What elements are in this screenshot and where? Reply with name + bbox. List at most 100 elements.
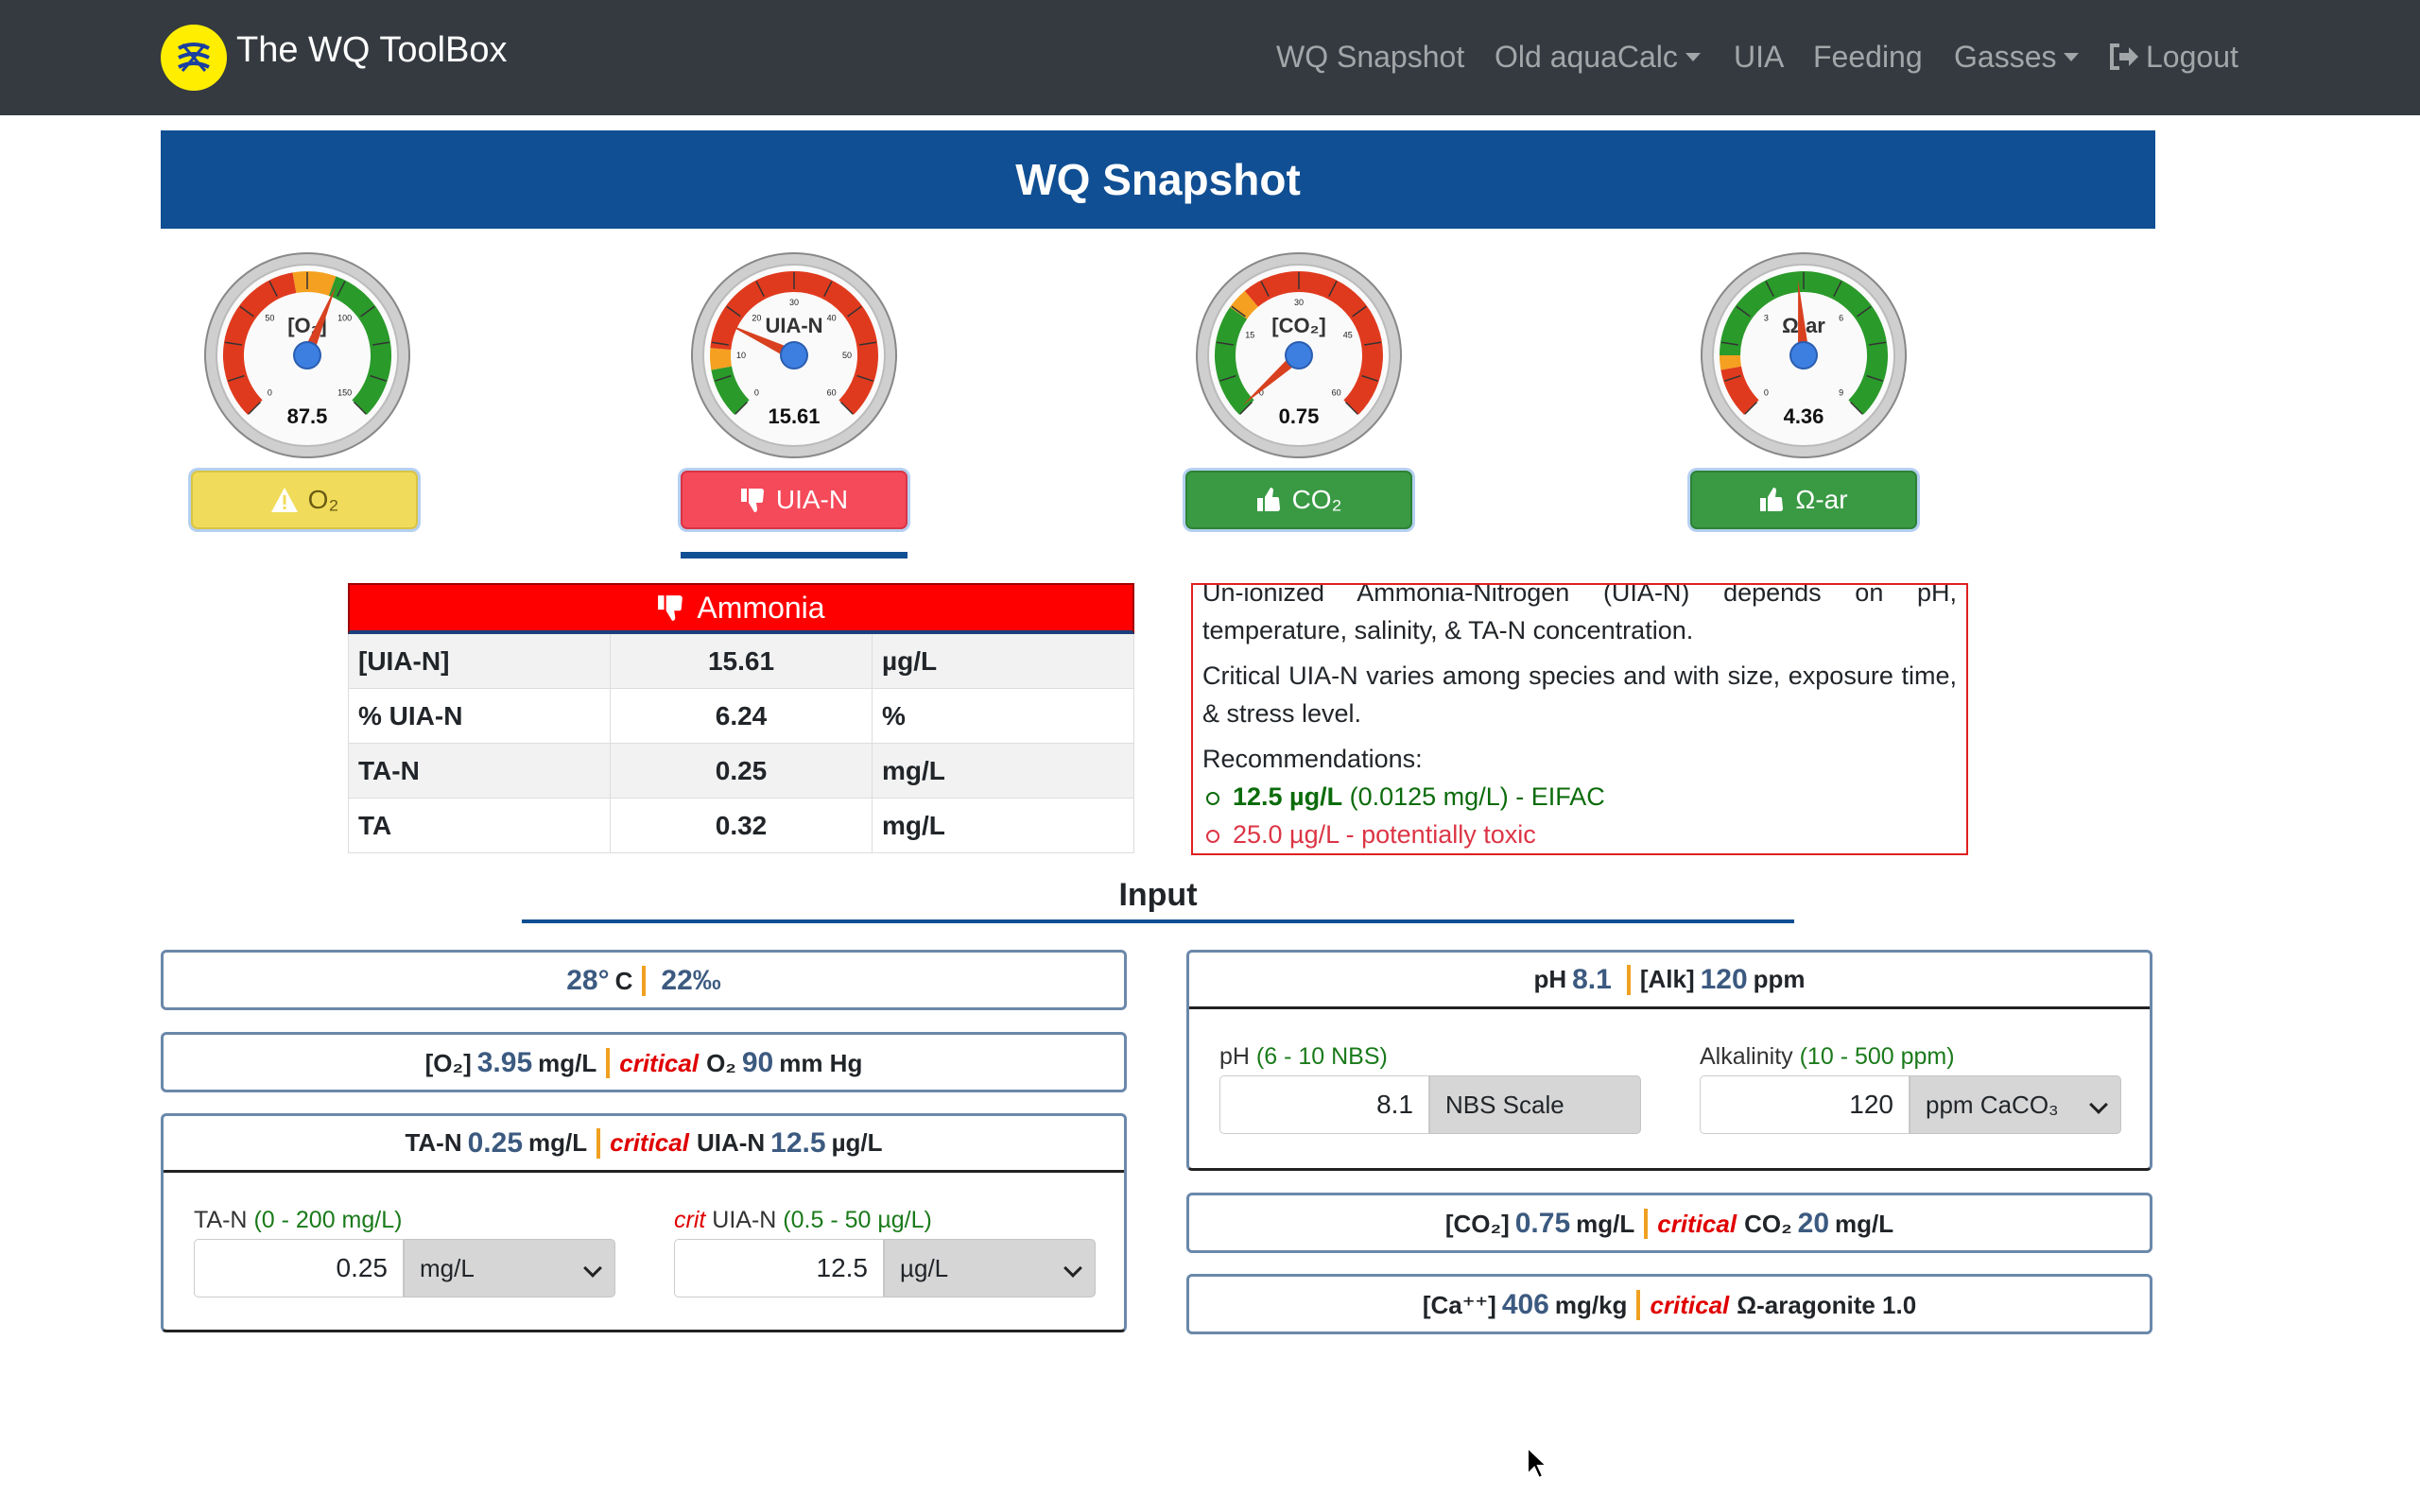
crit-label: crit [674, 1207, 706, 1233]
omega-ar-gauge: 0369Ω-ar4.36 [1701, 252, 1907, 458]
row-value: 0.25 [611, 744, 873, 798]
alkalinity-unit-select[interactable]: ppm CaCO₃ [1910, 1075, 2121, 1134]
gauge-tick [1364, 341, 1382, 346]
gauge-tick [1231, 305, 1246, 318]
gauge-tick [1736, 305, 1751, 318]
gauge-value: 4.36 [1784, 404, 1824, 428]
field-label-text: Alkalinity [1700, 1043, 1793, 1070]
co2-card[interactable]: [CO₂] 0.75 mg/L critical CO₂ 20 mg/L [1186, 1193, 2152, 1253]
separator [642, 966, 647, 996]
nav-feeding[interactable]: Feeding [1813, 40, 1923, 74]
unit-select-value: µg/L [900, 1254, 949, 1282]
ph-input[interactable]: 8.1 [1219, 1075, 1429, 1134]
tan-input[interactable]: 0.25 [194, 1239, 404, 1297]
crit-uia-unit-select[interactable]: µg/L [884, 1239, 1096, 1297]
gauge-band [1720, 271, 1888, 415]
thumbs-up-icon [1256, 488, 1280, 511]
gauge-label: [CO₂] [1271, 314, 1325, 337]
gauge-tick [239, 305, 254, 318]
gauge-tick [755, 281, 765, 297]
gauge-value: 0.75 [1279, 404, 1320, 428]
rec1-text: (0.0125 mg/L) - EIFAC [1342, 782, 1605, 811]
table-row: % UIA-N 6.24% [348, 689, 1134, 744]
chevron-down-icon [2064, 53, 2080, 61]
gauge-tick-label: 100 [337, 313, 352, 322]
critical-label: critical [619, 1048, 700, 1077]
nav-logout[interactable]: Logout [2108, 40, 2238, 75]
gauge-hub [780, 341, 808, 369]
salinity-value: 22‰ [661, 965, 721, 996]
gauge-band [1720, 354, 1742, 370]
gauge-band [710, 271, 878, 415]
alkalinity-input[interactable]: 120 [1700, 1075, 1910, 1134]
crit-o2-value: 90 [741, 1047, 774, 1078]
row-name: TA-N [349, 744, 611, 798]
oxygen-card[interactable]: [O₂] 3.95 mg/L critical O₂ 90 mm Hg [161, 1032, 1127, 1092]
alkalinity-field-label: Alkalinity (10 - 500 ppm) [1700, 1043, 1955, 1071]
chevron-down-icon [583, 1259, 602, 1278]
row-name: [UIA-N] [349, 634, 611, 688]
input-heading: Input [1118, 877, 1198, 913]
crit-uia-input[interactable]: 12.5 [674, 1239, 884, 1297]
row-unit: mg/L [882, 810, 945, 840]
unit-select-value: mg/L [420, 1254, 475, 1282]
o2-label: [O₂] [424, 1048, 472, 1077]
co2-label: [CO₂] [1444, 1209, 1510, 1238]
alk-unit: ppm [1753, 965, 1806, 993]
gauge-tick-label: 40 [827, 313, 837, 322]
brand-logo-icon[interactable] [161, 25, 227, 91]
crit-co2-value: 20 [1797, 1208, 1830, 1239]
gauge-tick [1833, 281, 1842, 297]
logout-icon [2110, 43, 2138, 70]
gauge-tick [1869, 341, 1887, 346]
gauge-tick-label: 30 [789, 298, 799, 307]
gauge-tick-label: 9 [1839, 388, 1843, 398]
critical-label: critical [1657, 1209, 1737, 1238]
ph-alk-card[interactable]: pH 8.1 [Alk] 120 ppm pH (6 - 10 NBS) 8.1 … [1186, 950, 2152, 1171]
gauge-label: UIA-N [765, 314, 822, 337]
nav-old-aquacalc[interactable]: Old aquaCalc [1495, 40, 1701, 75]
tan-unit-select[interactable]: mg/L [404, 1239, 615, 1297]
nav-gasses[interactable]: Gasses [1954, 40, 2080, 75]
nav-old-aquacalc-label: Old aquaCalc [1495, 40, 1678, 74]
table-row: [UIA-N] 15.61 µg/L [348, 634, 1134, 689]
co2-unit: mg/L [1576, 1209, 1635, 1238]
nav-uia[interactable]: UIA [1734, 40, 1785, 74]
crit-uia-field-label: crit UIA-N (0.5 - 50 µg/L) [674, 1207, 932, 1234]
calcium-card[interactable]: [Ca⁺⁺] 406 mg/kg critical Ω-aragonite 1.0 [1186, 1274, 2152, 1334]
gauge-hub [1285, 341, 1313, 369]
ammonia-header: Ammonia [348, 583, 1134, 634]
ammonia-header-label: Ammonia [697, 590, 825, 625]
info-paragraph-2: Critical UIA-N varies among species and … [1202, 662, 1957, 728]
card-header: pH 8.1 [Alk] 120 ppm [1189, 953, 2150, 1009]
omega-ar-status-button[interactable]: Ω-ar [1690, 471, 1917, 529]
nav-wq-snapshot[interactable]: WQ Snapshot [1276, 40, 1465, 74]
field-label-text: pH [1219, 1043, 1250, 1070]
tan-card[interactable]: TA-N 0.25 mg/L critical UIA-N 12.5 µg/L TA-… [161, 1113, 1127, 1332]
o2-status-button[interactable]: O₂ [191, 471, 418, 529]
gauge-tick-label: 0 [1764, 388, 1769, 398]
uia-n-status-button[interactable]: UIA-N [681, 471, 908, 529]
warning-icon [270, 488, 298, 512]
gauge-tick [1720, 341, 1738, 346]
row-value: 0.32 [611, 799, 873, 852]
tan-value: 0.25 [467, 1126, 524, 1159]
gauge-tick-label: 60 [1332, 388, 1341, 398]
rec1-value: 12.5 µg/L [1233, 782, 1343, 811]
co2-status-button[interactable]: CO₂ [1185, 471, 1412, 529]
temp-salinity-card[interactable]: 28° C 22‰ [161, 950, 1127, 1010]
gauge-hub [293, 341, 321, 369]
gauge-tick [268, 281, 278, 297]
field-range: (10 - 500 ppm) [1799, 1043, 1955, 1070]
uia-n-gauge: 0 10 20 30 40 50 60 UIA-N 15.61 [691, 252, 897, 458]
uia-info-box[interactable]: Un-ionized Ammonia-Nitrogen (UIA-N) depe… [1191, 583, 1968, 855]
gauge-tick-label: 0 [1259, 388, 1264, 398]
brand-title[interactable]: The WQ ToolBox [236, 30, 508, 70]
separator [1636, 1290, 1641, 1320]
gauge-tick [1724, 374, 1741, 382]
gauge-tick [715, 374, 732, 382]
gauge-hub [1789, 341, 1818, 369]
gauge-tick [856, 374, 873, 382]
crit-o2-unit: mm Hg [779, 1048, 863, 1077]
